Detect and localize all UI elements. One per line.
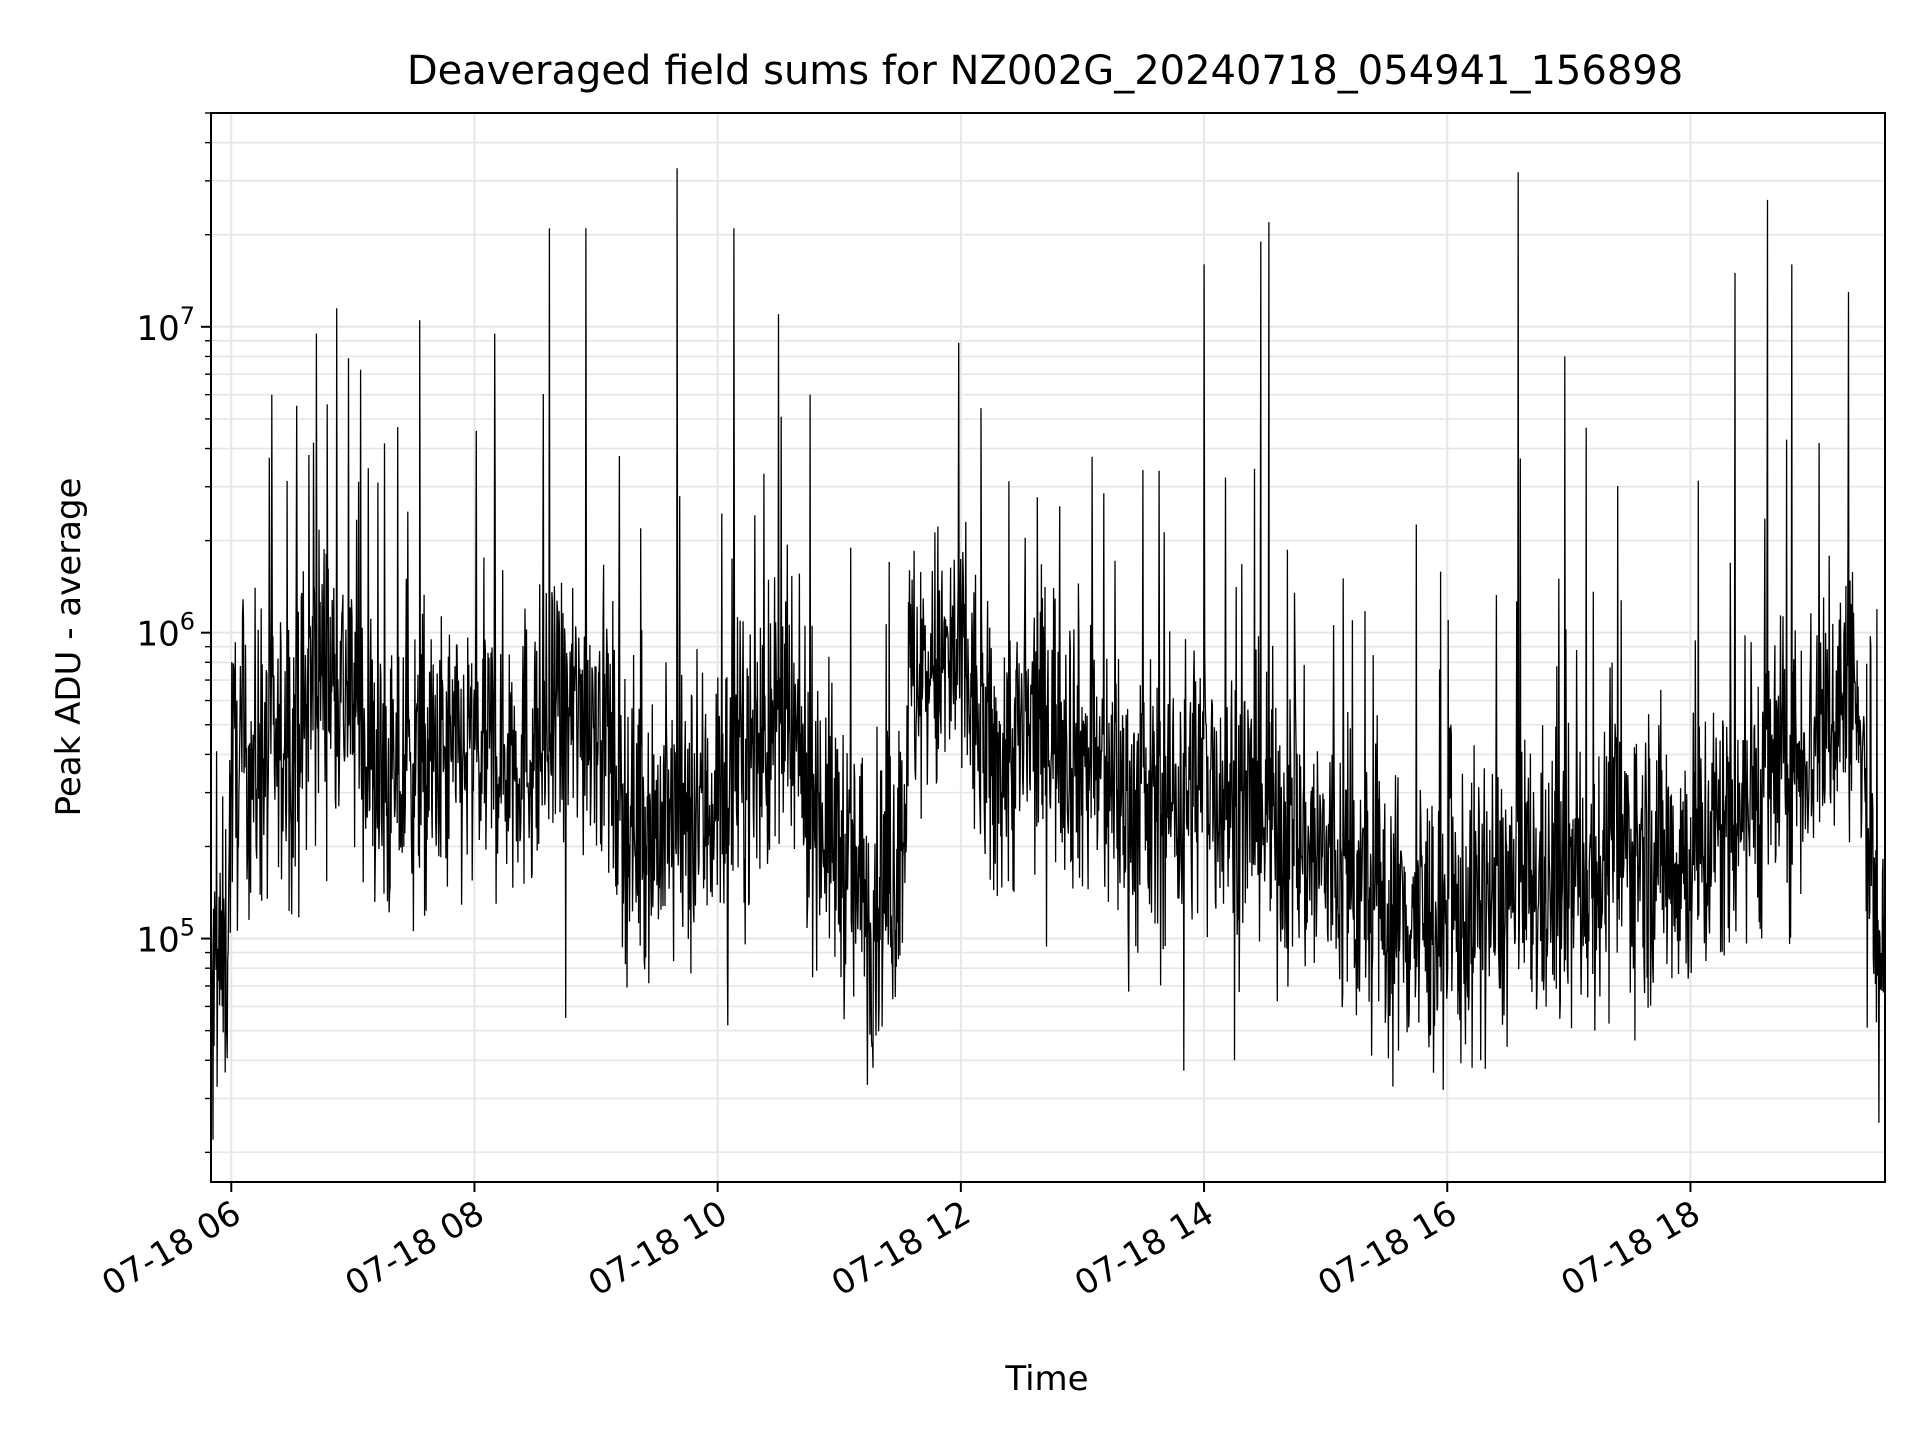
x-axis: 07-18 06 07-18 08 07-18 10 07-18 12 07-18 14… xyxy=(95,1182,1707,1304)
x-tick-label: 07-18 08 xyxy=(339,1193,491,1304)
grid xyxy=(211,112,1885,1182)
y-tick-label: 105 xyxy=(136,914,195,961)
x-tick-label: 07-18 14 xyxy=(1068,1193,1220,1304)
series-layer xyxy=(210,168,1886,1140)
x-axis-label: Time xyxy=(1004,1359,1088,1399)
y-tick-label: 107 xyxy=(136,302,195,349)
x-tick-label: 07-18 12 xyxy=(825,1193,977,1304)
y-axis-label: Peak ADU - average xyxy=(49,478,89,817)
x-tick-label: 07-18 10 xyxy=(582,1193,734,1304)
y-axis: 105 106 107 xyxy=(136,112,211,1154)
x-tick-label: 07-18 06 xyxy=(95,1193,247,1304)
x-tick-label: 07-18 16 xyxy=(1311,1193,1463,1304)
series-line xyxy=(210,168,1886,1140)
plot-frame xyxy=(210,112,1886,1183)
chart-title: Deaveraged field sums for NZ002G_2024071… xyxy=(407,48,1683,94)
y-tick-label: 106 xyxy=(136,608,195,655)
x-tick-label: 07-18 18 xyxy=(1555,1193,1707,1304)
